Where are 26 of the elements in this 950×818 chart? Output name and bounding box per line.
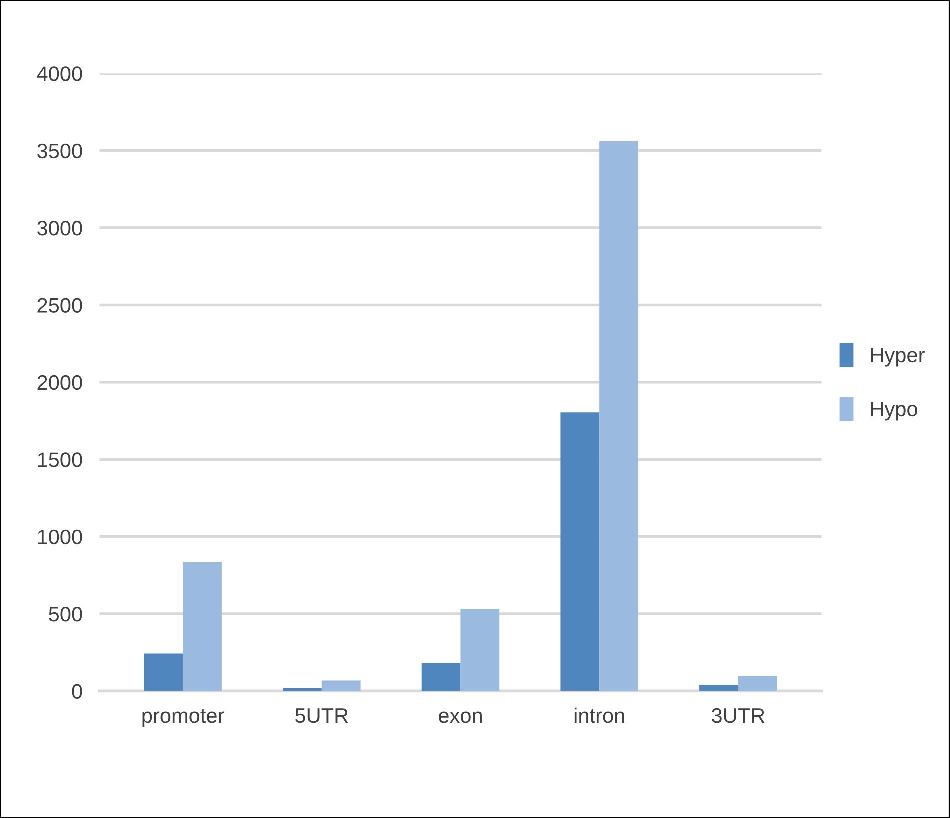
y-tick-label: 3000 — [38, 221, 82, 236]
y-tick-label: 500 — [49, 607, 82, 622]
bar — [322, 680, 361, 692]
x-tick-label: intron — [574, 708, 624, 724]
y-tick-label: 0 — [72, 684, 82, 699]
y-tick-label: 1000 — [38, 530, 82, 545]
y-tick-label: 3500 — [38, 144, 82, 159]
y-tick-label: 4000 — [37, 66, 82, 82]
bar — [700, 685, 738, 692]
bar — [422, 663, 461, 692]
x-tick-label: 5UTR — [296, 708, 348, 724]
bar — [738, 676, 778, 692]
bar — [283, 688, 322, 692]
bar — [183, 562, 222, 692]
bar — [560, 412, 600, 692]
x-tick-label: 3UTR — [712, 708, 765, 724]
x-tick-label: promoter — [142, 710, 224, 728]
y-tick-label: 2000 — [38, 375, 82, 390]
legend-label: Hypo — [871, 402, 918, 421]
bar — [600, 142, 638, 692]
bar — [460, 609, 500, 692]
bar — [144, 654, 184, 692]
y-tick-label: 2500 — [38, 298, 82, 313]
y-tick-label: 1500 — [38, 452, 82, 468]
legend-label: Hyper — [871, 348, 925, 367]
x-tick-label: exon — [439, 712, 482, 724]
